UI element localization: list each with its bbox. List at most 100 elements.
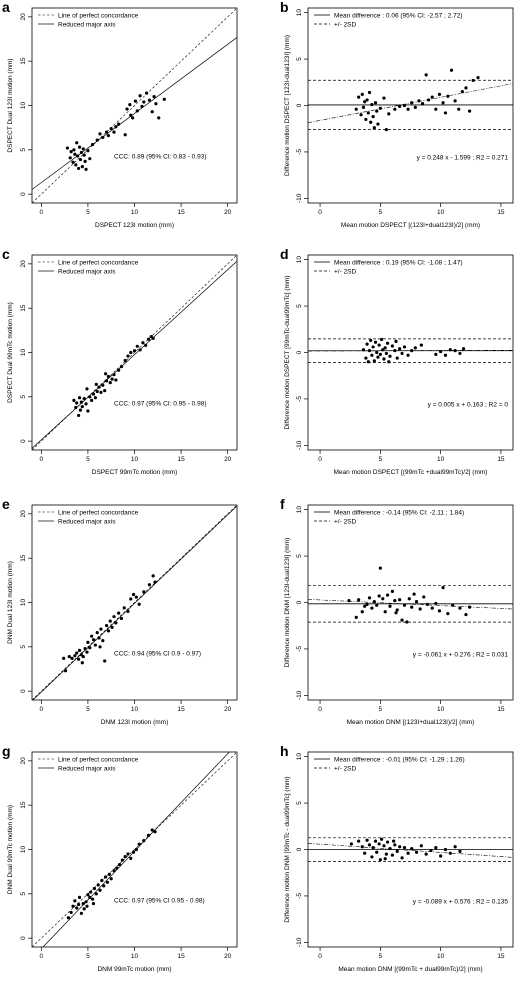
data-point bbox=[383, 346, 387, 350]
data-point bbox=[367, 596, 372, 600]
data-point bbox=[88, 395, 92, 399]
data-point bbox=[451, 603, 455, 607]
data-point bbox=[448, 348, 452, 352]
data-point bbox=[402, 846, 407, 850]
data-point bbox=[377, 842, 381, 846]
data-point bbox=[112, 869, 116, 873]
data-point bbox=[410, 101, 414, 105]
data-point bbox=[151, 574, 155, 578]
data-point bbox=[157, 116, 161, 120]
data-point bbox=[390, 853, 395, 857]
x-axis-label: DSPECT 123I motion (mm) bbox=[95, 222, 174, 229]
legend-entry: Line of perfect concordance bbox=[58, 12, 139, 19]
data-point bbox=[97, 636, 101, 640]
data-point bbox=[376, 355, 380, 359]
data-point bbox=[71, 904, 75, 908]
y-tick-label: 10 bbox=[20, 349, 27, 357]
x-axis-label: Mean motion DSPECT [(99mTc +dual99mTc)/2… bbox=[334, 469, 488, 476]
data-point bbox=[104, 875, 108, 879]
data-point bbox=[75, 401, 79, 405]
data-point bbox=[373, 340, 378, 344]
y-tick-label: 0 bbox=[20, 439, 27, 443]
data-point bbox=[364, 356, 368, 360]
data-point bbox=[424, 852, 428, 856]
data-point bbox=[410, 846, 414, 851]
data-point bbox=[419, 844, 423, 848]
y-tick-label: 20 bbox=[20, 260, 27, 268]
data-point bbox=[117, 611, 121, 615]
data-point bbox=[79, 150, 83, 155]
data-point bbox=[367, 843, 372, 847]
data-point bbox=[434, 107, 438, 111]
panel-a: a 0 5 10 15 20 0 5 10 15 20 DSPECT 123I motion (mm)… bbox=[2, 0, 238, 229]
data-point bbox=[114, 621, 118, 625]
data-point bbox=[71, 160, 75, 164]
x-axis-label: DSPECT 99mTc motion (mm) bbox=[92, 469, 177, 476]
x-tick-label: 0 bbox=[318, 209, 322, 216]
data-point bbox=[439, 854, 443, 858]
data-point bbox=[150, 828, 154, 832]
data-point bbox=[417, 99, 421, 103]
x-tick-label: 0 bbox=[40, 706, 44, 713]
data-point bbox=[94, 892, 98, 896]
data-point bbox=[117, 862, 122, 867]
x-tick-label: 0 bbox=[40, 953, 44, 960]
data-point bbox=[373, 839, 378, 843]
y-axis-label: DNM Dual 99mTc motion (mm) bbox=[7, 805, 14, 894]
regression-line bbox=[308, 349, 513, 352]
data-point bbox=[129, 113, 133, 117]
legend-entry: Reduced major axis bbox=[58, 518, 116, 525]
data-point bbox=[385, 341, 390, 345]
data-point bbox=[378, 566, 382, 570]
data-point bbox=[354, 107, 358, 111]
data-point bbox=[398, 598, 402, 602]
data-point bbox=[430, 606, 434, 610]
data-point bbox=[62, 656, 66, 660]
data-point bbox=[370, 855, 374, 859]
data-point bbox=[96, 883, 100, 887]
panel-label: d bbox=[280, 246, 289, 262]
y-axis-label: Difference motion DSPECT [123I-dual123I]… bbox=[284, 35, 291, 176]
data-point bbox=[410, 349, 414, 353]
y-tick-label: 0 bbox=[20, 192, 27, 196]
data-point bbox=[381, 348, 385, 352]
data-point bbox=[394, 339, 398, 343]
panel-label: f bbox=[280, 496, 285, 512]
data-point bbox=[138, 94, 142, 98]
x-axis-label: DNM 99mTc motion (mm) bbox=[97, 966, 171, 973]
data-point bbox=[413, 105, 417, 109]
panel-d: d 0 5 10 15 -10 -5 0 5 10 Mean motion DSPECT [(99m… bbox=[280, 246, 514, 476]
panel-f: f 0 5 10 15 -10 -5 0 5 10 Mean motion DNM [(123I+d… bbox=[280, 496, 514, 726]
data-point bbox=[95, 389, 99, 394]
data-point bbox=[446, 94, 450, 98]
legend-entry: Mean difference : -0.14 (95% CI: -2.11 ;… bbox=[334, 509, 464, 516]
y-tick-label: 15 bbox=[20, 554, 27, 562]
panel-label: b bbox=[280, 0, 289, 15]
x-tick-label: 0 bbox=[40, 456, 44, 463]
data-point bbox=[441, 586, 445, 590]
data-point bbox=[114, 378, 118, 382]
data-point bbox=[393, 107, 397, 111]
data-point bbox=[379, 337, 384, 342]
data-point bbox=[74, 163, 78, 167]
data-point bbox=[81, 654, 85, 659]
data-point bbox=[371, 846, 375, 850]
x-tick-label: 10 bbox=[437, 953, 445, 960]
legend-entry: Reduced major axis bbox=[58, 268, 116, 275]
data-point bbox=[422, 595, 426, 599]
ccc-annotation: CCC: 0.97 (95% CI: 0.95 - 0.98) bbox=[114, 401, 207, 408]
data-point bbox=[75, 141, 79, 145]
data-point bbox=[85, 387, 89, 391]
data-point bbox=[365, 98, 369, 102]
data-point bbox=[122, 606, 126, 610]
ccc-annotation: CCC: 0.89 (95% CI: 0.83 - 0.93) bbox=[114, 154, 207, 161]
data-point bbox=[453, 845, 457, 849]
data-point bbox=[385, 593, 390, 597]
data-point bbox=[461, 347, 466, 351]
data-point bbox=[458, 606, 462, 610]
data-point bbox=[146, 833, 151, 837]
legend-entry: Line of perfect concordance bbox=[58, 509, 139, 516]
legend-entry: +/- 2SD bbox=[334, 518, 357, 525]
data-point bbox=[82, 907, 86, 911]
data-point bbox=[360, 845, 364, 849]
